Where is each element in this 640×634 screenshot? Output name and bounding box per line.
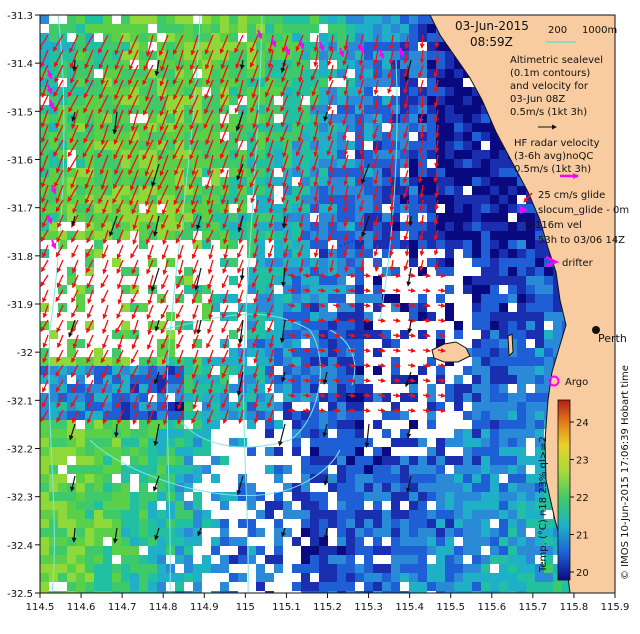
y-tick-label: -32.5 <box>7 589 33 600</box>
glider-position-icon <box>520 206 528 214</box>
scale-right-label: 1000m <box>582 25 617 36</box>
x-axis: 114.5 114.6 114.7 114.8 114.9 115 115.1 115.2 11… <box>26 593 630 613</box>
argo-label: Argo <box>565 377 588 388</box>
alt-line-3: and velocity for <box>510 81 589 92</box>
hf-line-1: HF radar velocity <box>514 138 600 149</box>
argo-icon <box>548 375 560 387</box>
map-time: 08:59Z <box>470 35 513 49</box>
alt-line-4: 03-Jun 08Z <box>510 94 565 105</box>
temperature-colorbar: 20 21 22 23 24 Temp. (°C) n18 23% ql>=2 <box>538 399 589 581</box>
alt-line-5: 0.5m/s (1kt 3h) <box>510 107 587 118</box>
glider-legend-arrow <box>523 192 533 203</box>
x-tick-label: 115.6 <box>477 602 506 613</box>
x-tick-label: 115.5 <box>436 602 465 613</box>
map-plot-area <box>40 15 615 593</box>
drifter-icon <box>545 255 560 268</box>
colorbar-tick-label: 23 <box>576 456 589 467</box>
alt-line-2: (0.1m contours) <box>510 68 590 79</box>
glider-legend: 25 cm/s glide slocum_glide - 0m 0-116m v… <box>520 190 629 246</box>
x-tick-label: 115.3 <box>354 602 383 613</box>
y-tick-label: -31.9 <box>7 300 33 311</box>
glider-line-4: 53h to 03/06 14Z <box>538 235 625 246</box>
x-tick-label: 115.1 <box>272 602 301 613</box>
x-tick-label: 115.2 <box>313 602 342 613</box>
y-tick-label: -32.3 <box>7 493 33 504</box>
x-tick-label: 115.8 <box>560 602 589 613</box>
argo-legend: Argo <box>548 375 588 388</box>
x-tick-label: 115 <box>236 602 255 613</box>
colorbar-tick-label: 20 <box>576 568 589 579</box>
perth-label: Perth <box>598 332 627 345</box>
hf-line-3: 0.5m/s (1kt 3h) <box>514 164 591 175</box>
y-axis: -31.3 -31.4 -31.5 -31.6 -31.7 -31.8 -31.9 -32 -3… <box>7 11 40 600</box>
y-tick-label: -31.4 <box>7 59 33 70</box>
copyright-credit: © IMOS 10-Jun-2015 17:06:39 Hobart time <box>620 365 631 580</box>
depth-scale-bar: 200 1000m <box>546 25 617 43</box>
colorbar-label: Temp. (°C) n18 23% ql>=2 <box>538 436 549 573</box>
x-tick-label: 115.9 <box>601 602 630 613</box>
drifter-label: drifter <box>562 258 594 269</box>
x-tick-label: 114.8 <box>149 602 178 613</box>
colorbar-tick-label: 21 <box>576 531 589 542</box>
x-tick-label: 115.7 <box>519 602 548 613</box>
hf-line-2: (3-6h avg)noQC <box>514 151 593 162</box>
colorbar-tick-label: 22 <box>576 493 589 504</box>
y-tick-label: -32.4 <box>7 541 33 552</box>
glider-line-2: slocum_glide - 0m <box>538 205 629 216</box>
colorbar-tick-label: 24 <box>576 418 589 429</box>
x-tick-label: 115.4 <box>395 602 424 613</box>
glider-line-1: 25 cm/s glide <box>538 190 605 201</box>
colorbar-ticks: 20 21 22 23 24 <box>570 418 589 579</box>
y-tick-label: -32.1 <box>7 396 33 407</box>
x-tick-label: 114.9 <box>190 602 219 613</box>
colorbar-gradient <box>557 399 571 581</box>
x-tick-label: 114.6 <box>67 602 96 613</box>
map-date: 03-Jun-2015 <box>455 19 529 33</box>
y-tick-label: -31.6 <box>7 156 33 167</box>
y-tick-label: -31.3 <box>7 11 33 22</box>
garden-island <box>507 333 514 358</box>
altimetric-legend: Altimetric sealevel (0.1m contours) and … <box>510 55 603 130</box>
scale-left-label: 200 <box>548 25 567 36</box>
y-tick-label: -31.5 <box>7 107 33 118</box>
perth-marker <box>592 326 600 334</box>
x-tick-label: 114.7 <box>108 602 137 613</box>
y-tick-label: -31.7 <box>7 204 33 215</box>
y-tick-label: -32.2 <box>7 445 33 456</box>
x-tick-label: 114.5 <box>26 602 55 613</box>
y-tick-label: -32 <box>17 348 33 359</box>
alt-line-1: Altimetric sealevel <box>510 55 603 66</box>
y-tick-label: -31.8 <box>7 252 33 263</box>
rottnest-island <box>431 341 471 363</box>
glider-line-3: 0-116m vel <box>525 220 582 231</box>
hf-radar-legend: HF radar velocity (3-6h avg)noQC 0.5m/s … <box>514 138 600 179</box>
drifter-legend: drifter <box>545 255 594 269</box>
velocity-vectors <box>40 29 446 544</box>
